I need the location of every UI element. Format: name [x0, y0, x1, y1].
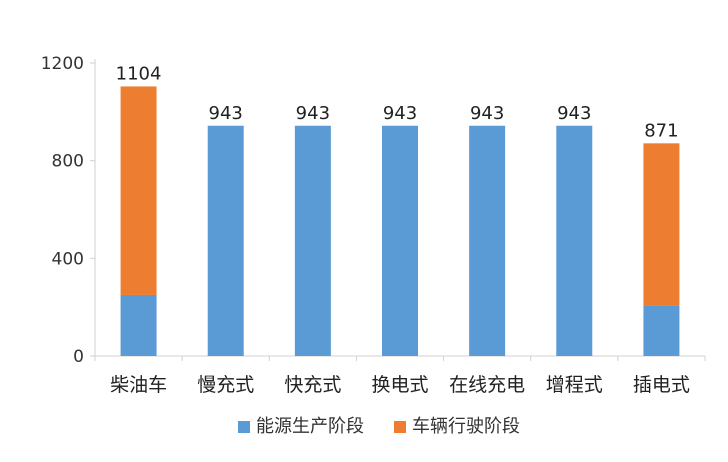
bar-segment-vehicle-driving: [120, 86, 157, 295]
bar-segment-energy-production: [382, 125, 418, 357]
data-label: 943: [209, 103, 243, 124]
bar-segment-energy-production: [643, 305, 680, 356]
data-label: 871: [644, 120, 678, 141]
data-label: 943: [557, 103, 591, 124]
data-label: 1104: [116, 63, 162, 84]
y-tick-label: 800: [52, 152, 84, 172]
x-category-label: 柴油车: [110, 374, 167, 396]
legend-swatch: [238, 421, 250, 433]
bar-segment-energy-production: [294, 125, 331, 357]
x-category-label: 插电式: [633, 374, 690, 396]
bar-segment-energy-production: [556, 125, 593, 357]
bar-segment-energy-production: [469, 125, 506, 357]
x-category-label: 慢充式: [197, 374, 254, 396]
legend: 能源生产阶段 车辆行驶阶段: [238, 416, 520, 437]
y-tick-label: 1200: [41, 54, 84, 74]
axes-layer: 0 400 800 1200: [41, 54, 706, 367]
bar-segment-energy-production: [120, 294, 157, 356]
y-tick-label: 0: [73, 347, 84, 367]
x-category-label: 快充式: [284, 374, 341, 396]
x-category-label: 在线充电: [449, 374, 525, 396]
bar-segment-vehicle-driving: [643, 143, 680, 306]
bar-segment-energy-production: [207, 125, 244, 357]
data-label: 943: [296, 103, 330, 124]
legend-label: 能源生产阶段: [256, 416, 364, 437]
legend-label: 车辆行驶阶段: [412, 416, 520, 437]
y-tick-label: 400: [52, 249, 84, 269]
x-category-label: 增程式: [546, 374, 603, 396]
bars-layer: [120, 86, 680, 357]
data-label: 943: [470, 103, 504, 124]
data-label: 943: [383, 103, 417, 124]
labels-layer: 1104 柴油车 943 慢充式 943 快充式 943 换电式 943 在线充电 943 增程式 87…: [110, 63, 690, 396]
x-category-label: 换电式: [371, 374, 428, 396]
legend-swatch: [394, 421, 406, 433]
